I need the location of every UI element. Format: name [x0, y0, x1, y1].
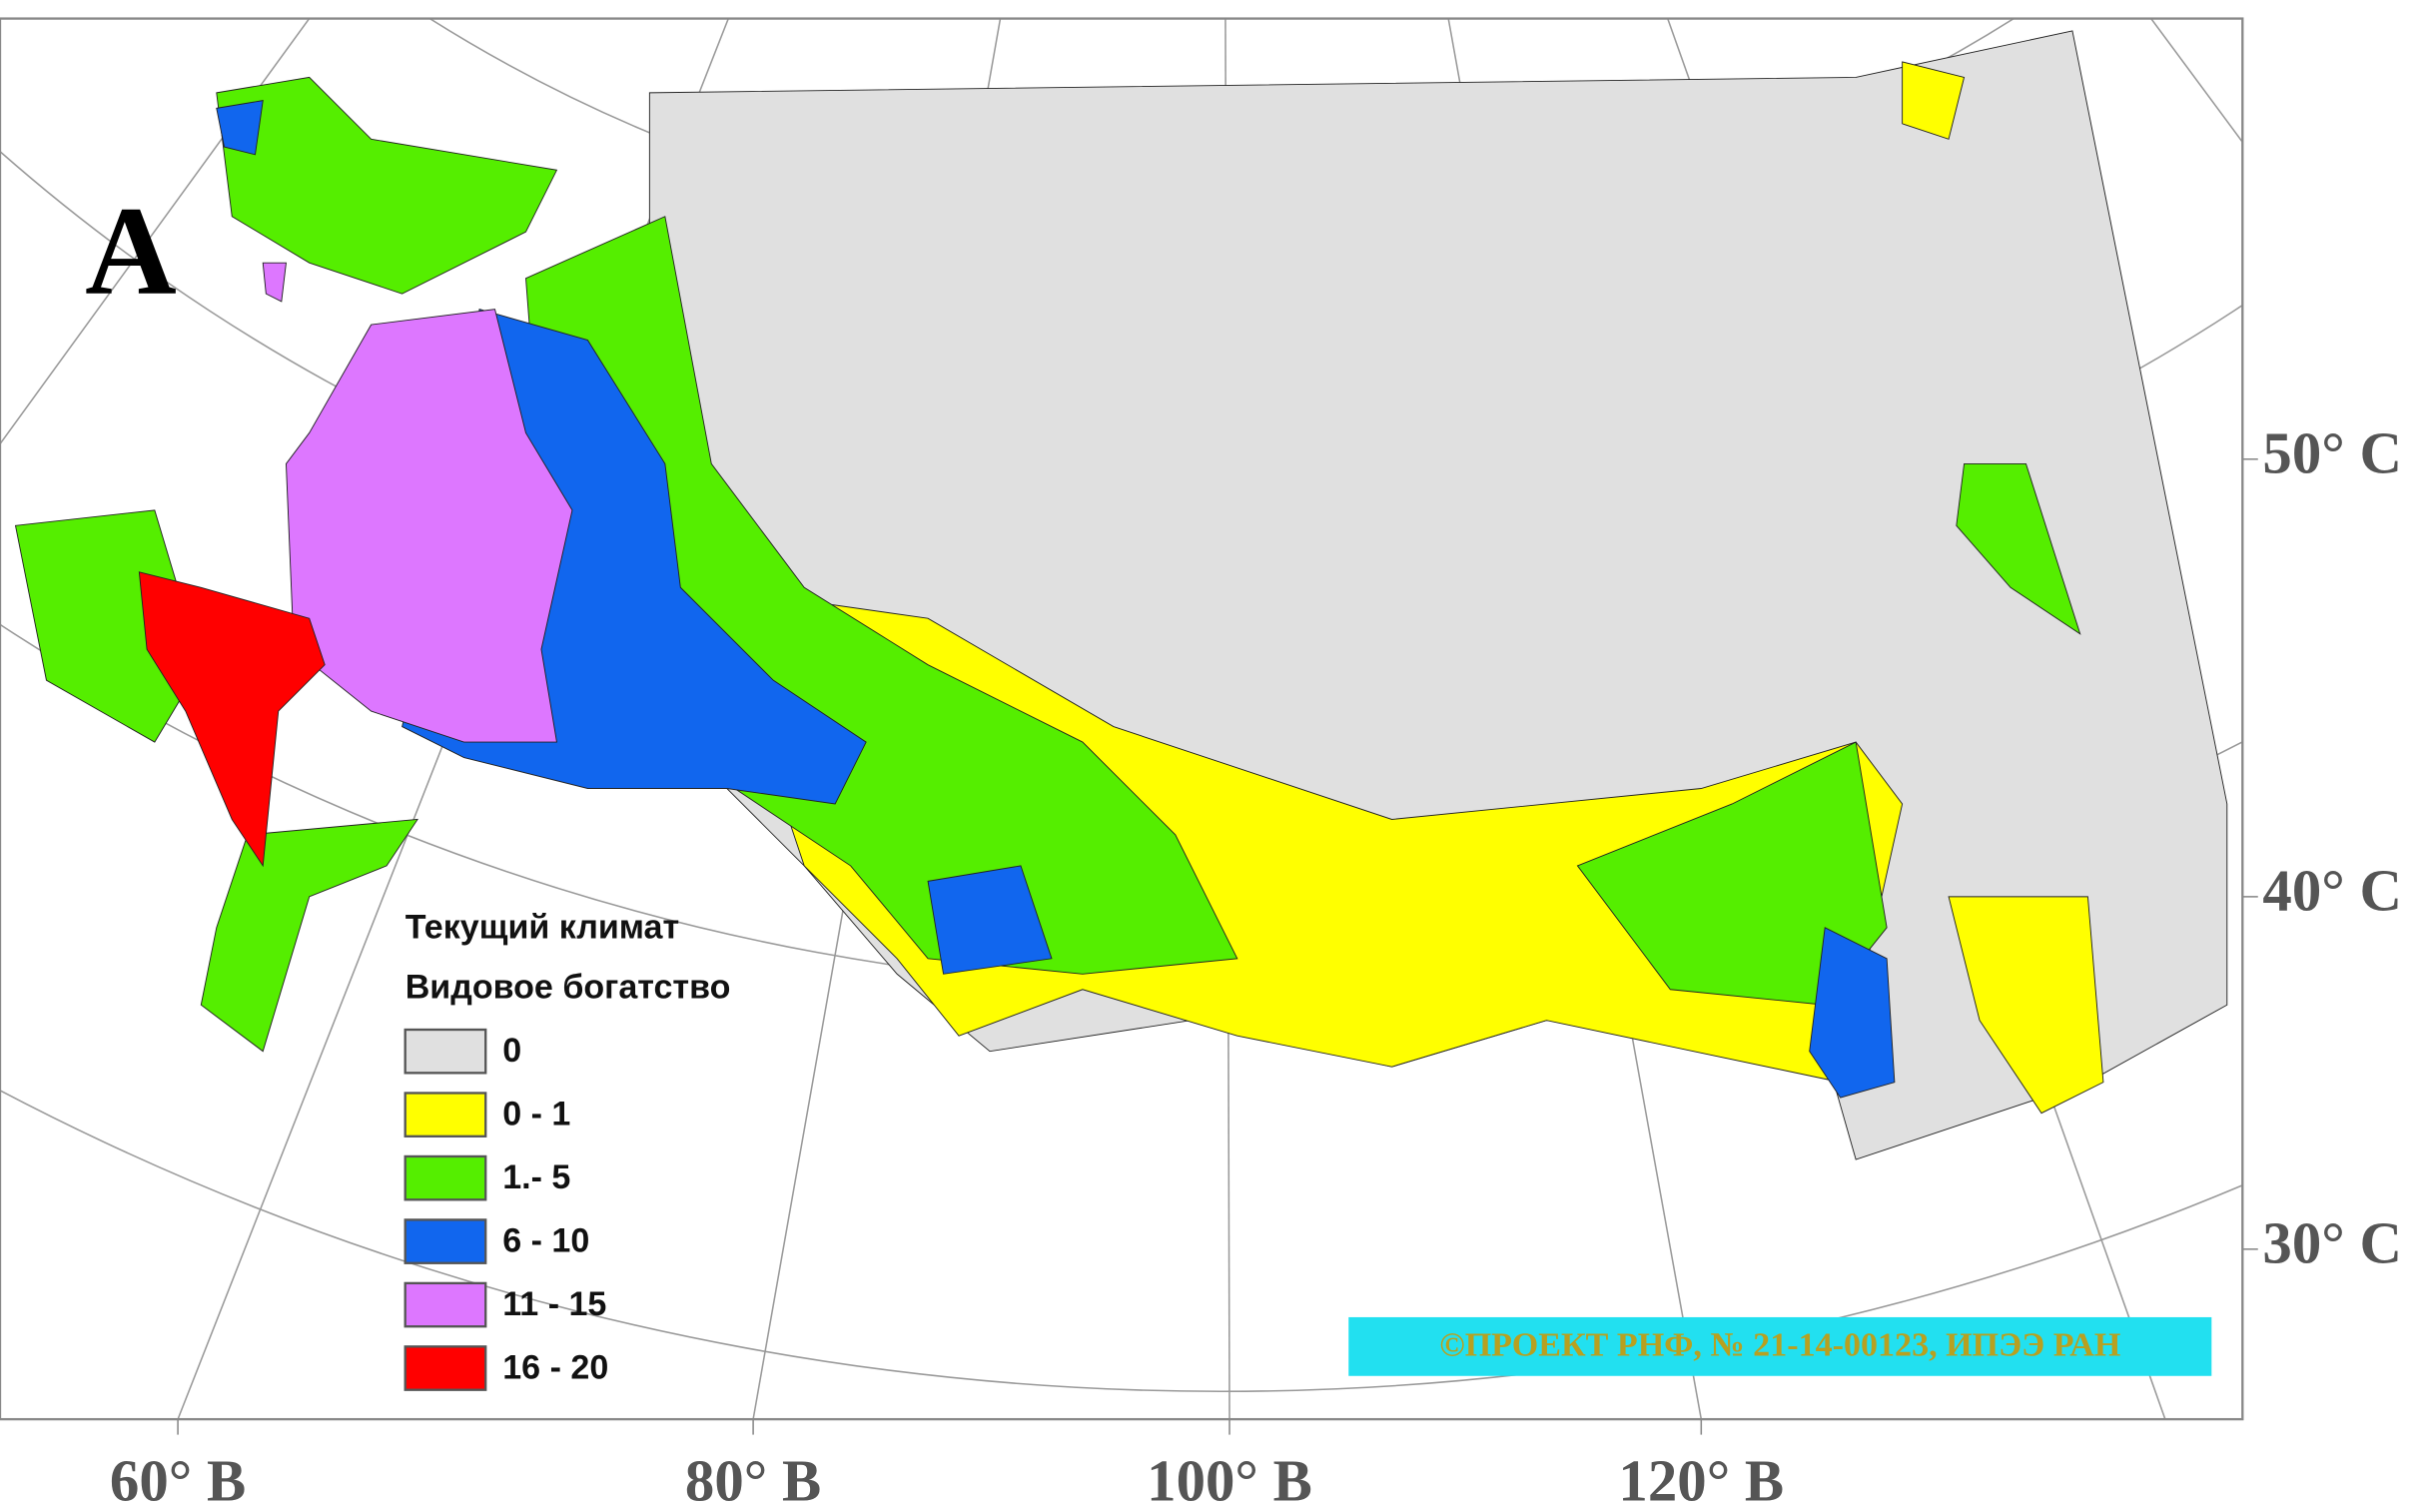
credit-box [1348, 1316, 2212, 1376]
latitude-labels: 50° С 40° С 30° С [2242, 420, 2402, 1275]
longitude-label: 80° В [685, 1449, 821, 1512]
region-purple [262, 262, 287, 303]
legend-swatch [404, 1028, 487, 1075]
region-green [200, 818, 419, 1053]
region-yellow [1902, 61, 1966, 140]
legend-subtitle: Видовое богатство [405, 969, 731, 1007]
legend-swatch [404, 1345, 487, 1391]
legend-label: 1.- 5 [502, 1158, 570, 1196]
latitude-label: 30° С [2262, 1210, 2402, 1275]
region-purple [285, 309, 573, 743]
credit: ©ПРОЕКТ РНФ, № 21-14-00123, ИПЭЭ РАН [1439, 1327, 2120, 1364]
latitude-label: 50° С [2262, 420, 2402, 485]
map-frame [0, 17, 2244, 1421]
region-blue [1809, 927, 1896, 1099]
longitude-labels: 60° В 80° В 100° В 120° В [110, 1419, 1784, 1512]
legend-swatch [404, 1092, 487, 1137]
legend-title: Текущий климат [405, 908, 679, 946]
legend-label: 16 - 20 [502, 1349, 608, 1387]
legend-swatch [404, 1154, 487, 1201]
map-area [0, 18, 2243, 1420]
richness-regions [14, 30, 2228, 1160]
legend-label: 0 [502, 1032, 521, 1070]
legend-label: 0 - 1 [502, 1096, 570, 1134]
region-green [1956, 462, 2081, 635]
longitude-label: 120° В [1618, 1449, 1784, 1512]
region-green [14, 509, 202, 743]
longitude-label: 100° В [1147, 1449, 1312, 1512]
legend: Текущий климат Видовое богатство 0 0 - 1 1… [404, 908, 731, 1391]
legend-swatch [404, 1281, 487, 1328]
legend-swatch [404, 1218, 487, 1264]
longitude-label: 60° В [110, 1449, 246, 1512]
region-yellow [1948, 896, 2104, 1115]
region-green [1576, 741, 1888, 1006]
region-green [216, 76, 558, 295]
legend-label: 11 - 15 [502, 1285, 606, 1323]
legend-label: 6 - 10 [502, 1222, 589, 1260]
region-red [138, 571, 326, 868]
latitude-label: 40° С [2262, 858, 2402, 923]
region-blue [927, 865, 1053, 975]
region-blue [216, 100, 264, 156]
panel-label: A [85, 182, 177, 322]
